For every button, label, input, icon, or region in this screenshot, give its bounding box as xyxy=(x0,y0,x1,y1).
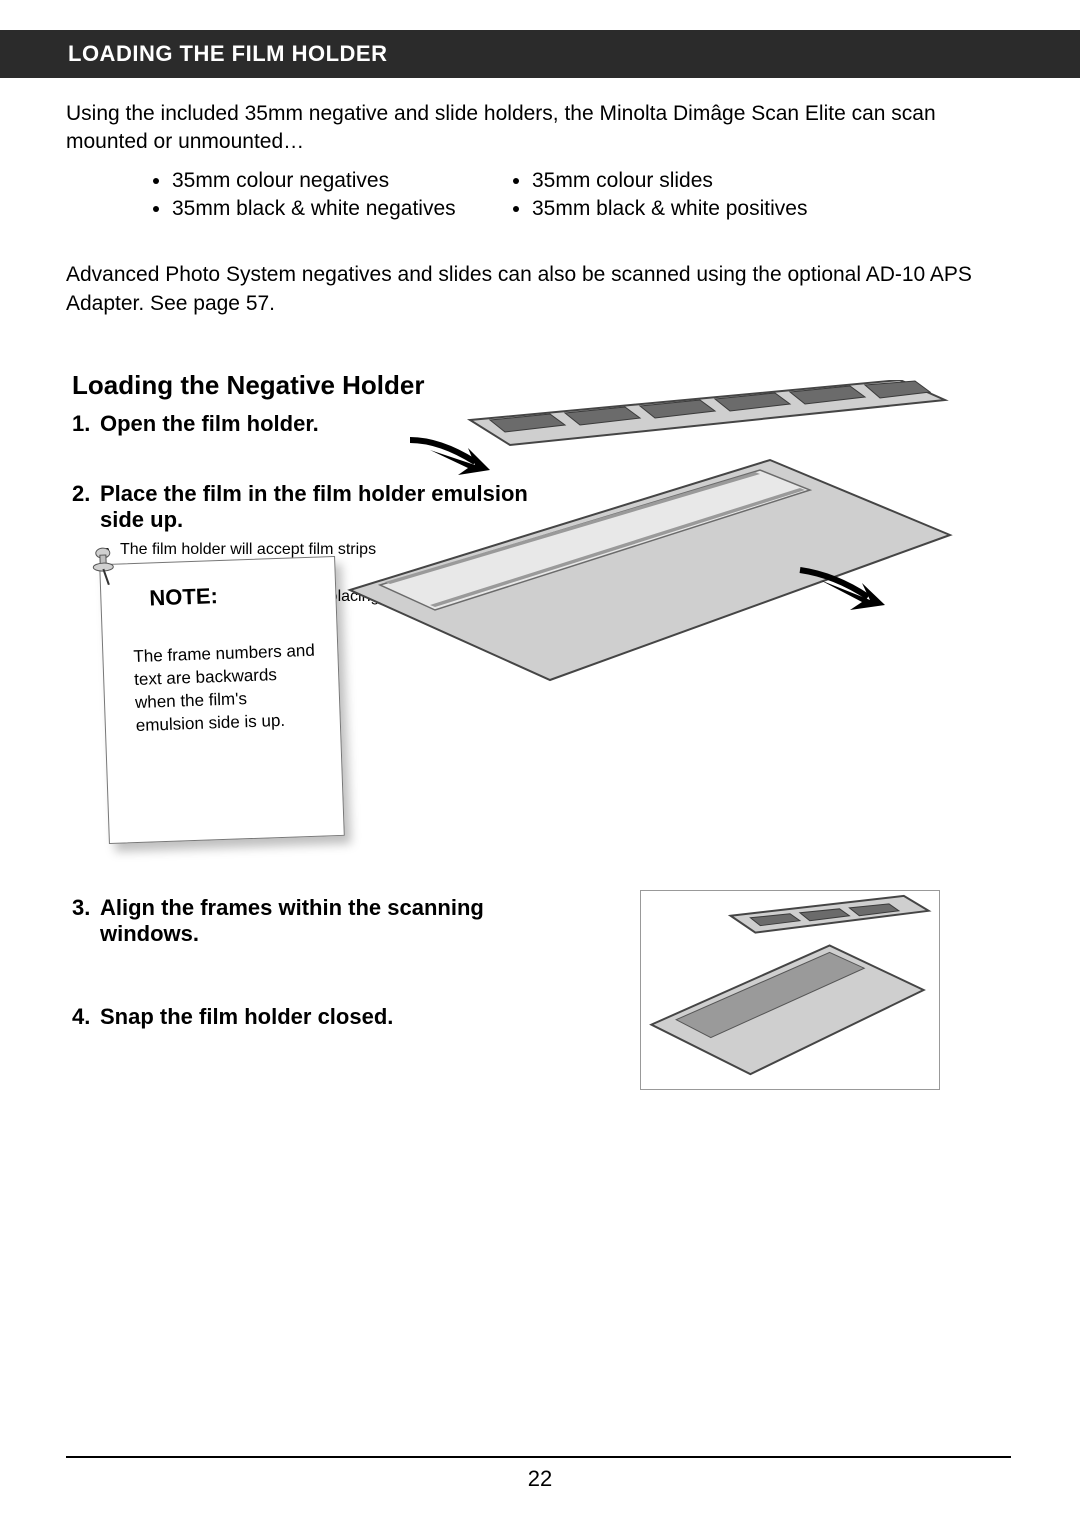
step-text: Align the frames within the scanning win… xyxy=(100,895,530,947)
page-number: 22 xyxy=(0,1466,1080,1492)
step-number: 2. xyxy=(72,481,100,533)
step-text: Snap the film holder closed. xyxy=(100,1004,393,1030)
bullet-item: 35mm colour negatives xyxy=(172,167,514,195)
bullet-columns: 35mm colour negatives 35mm black & white… xyxy=(154,167,1011,224)
note-card: NOTE: The frame numbers and text are bac… xyxy=(99,556,345,844)
step-number: 3. xyxy=(72,895,100,947)
film-holder-small-illustration xyxy=(640,890,940,1090)
bullet-item: 35mm colour slides xyxy=(532,167,874,195)
step-number: 1. xyxy=(72,411,100,437)
step-4-block: 4. Snap the film holder closed. xyxy=(66,1004,626,1030)
film-holder-illustration xyxy=(340,380,960,690)
header-title: LOADING THE FILM HOLDER xyxy=(68,41,387,67)
bullet-item: 35mm black & white negatives xyxy=(172,195,514,223)
step-3-block: 3. Align the frames within the scanning … xyxy=(66,895,626,947)
step-3: 3. Align the frames within the scanning … xyxy=(72,895,626,947)
header-bar: LOADING THE FILM HOLDER xyxy=(0,30,1080,78)
bullet-col-2: 35mm colour slides 35mm black & white po… xyxy=(514,167,874,224)
step-number: 4. xyxy=(72,1004,100,1030)
step-text: Open the film holder. xyxy=(100,411,319,437)
note-body: The frame numbers and text are backwards… xyxy=(133,640,318,738)
intro-paragraph: Using the included 35mm negative and sli… xyxy=(66,100,1011,157)
aps-paragraph: Advanced Photo System negatives and slid… xyxy=(66,261,1011,318)
bullet-col-1: 35mm colour negatives 35mm black & white… xyxy=(154,167,514,224)
manual-page: LOADING THE FILM HOLDER Using the includ… xyxy=(0,0,1080,1526)
pushpin-icon xyxy=(88,545,119,586)
bullet-item: 35mm black & white positives xyxy=(532,195,874,223)
note-title: NOTE: xyxy=(149,580,314,612)
footer-rule xyxy=(66,1456,1011,1458)
step-4: 4. Snap the film holder closed. xyxy=(72,1004,626,1030)
